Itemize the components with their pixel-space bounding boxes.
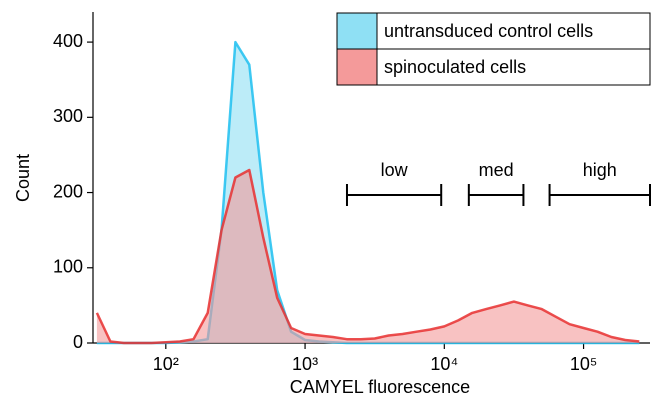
- legend-label: untransduced control cells: [384, 21, 593, 41]
- legend-swatch: [336, 12, 378, 50]
- area-fill: [96, 42, 640, 343]
- y-tick-label: 300: [53, 106, 83, 126]
- gate-label: high: [583, 160, 617, 180]
- x-tick-label: 10²: [153, 354, 179, 374]
- y-axis-label: Count: [13, 154, 33, 202]
- y-tick-label: 100: [53, 257, 83, 277]
- area-outline: [96, 40, 640, 345]
- gate-label: low: [381, 160, 409, 180]
- y-tick-label: 400: [53, 31, 83, 51]
- x-tick-label: 10³: [292, 354, 318, 374]
- area-fill: [96, 170, 640, 343]
- y-tick-label: 200: [53, 181, 83, 201]
- gate-label: med: [479, 160, 514, 180]
- legend-label: spinoculated cells: [384, 57, 526, 77]
- x-tick-label: 10⁵: [570, 354, 597, 374]
- x-axis-label: CAMYEL fluorescence: [290, 377, 470, 397]
- y-tick-label: 0: [73, 332, 83, 352]
- area-outline: [95, 168, 640, 345]
- legend-swatch: [336, 48, 378, 86]
- x-tick-label: 10⁴: [430, 354, 458, 374]
